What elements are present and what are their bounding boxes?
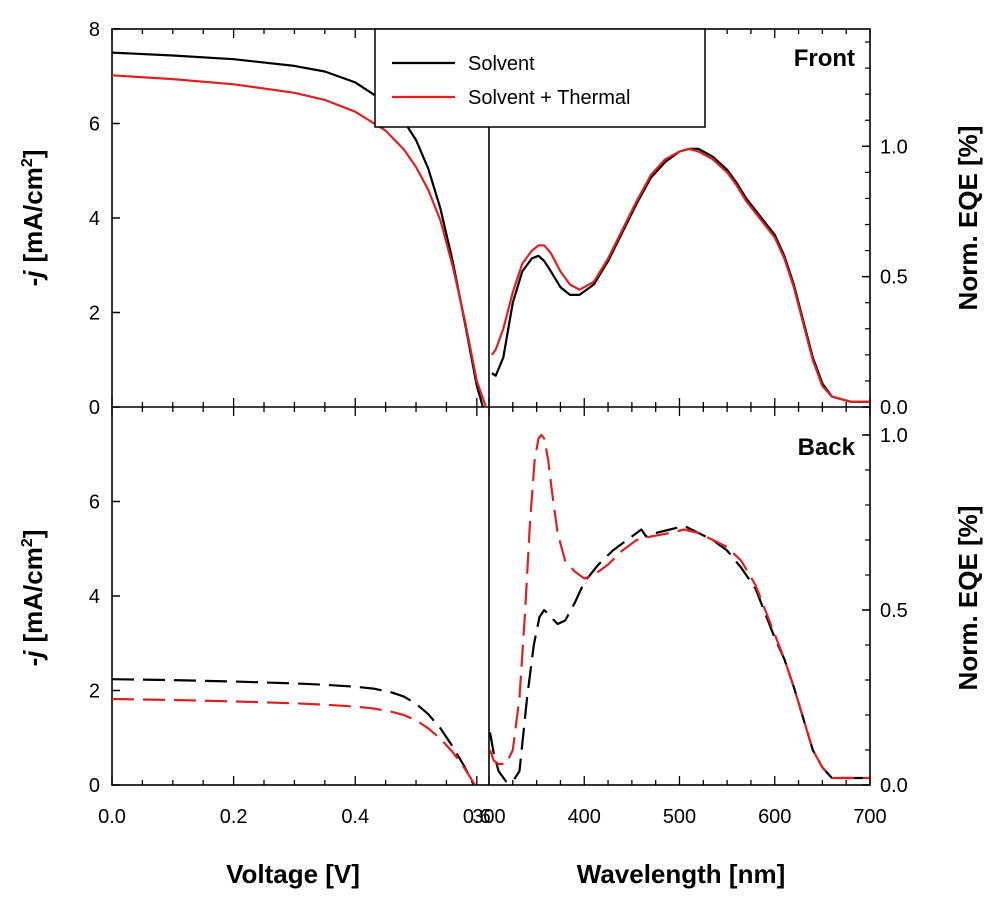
series-line-top-right-solvent-thermal — [491, 147, 870, 403]
panel-label-back: Back — [798, 434, 856, 461]
y-tick-label: 6 — [89, 114, 100, 136]
legend-label-solvent-thermal: Solvent + Thermal — [468, 87, 631, 109]
legend-label-solvent: Solvent — [468, 53, 535, 75]
y-tick-label: 0.5 — [880, 267, 908, 289]
x-axis-title-wavelength: Wavelength [nm] — [577, 859, 785, 889]
series-line-top-left-solvent-thermal — [111, 74, 488, 408]
series-layer — [111, 51, 870, 786]
y-tick-label: 8 — [89, 19, 100, 41]
y-tick-label: 6 — [89, 492, 100, 514]
x-tick-label: 0.4 — [341, 806, 369, 828]
x-tick-label: 600 — [758, 806, 791, 828]
y-tick-label: 2 — [89, 681, 100, 703]
y-axis-title-left-bottom: -j[mA/cm2] — [18, 530, 48, 667]
series-line-bottom-left-solvent — [111, 678, 475, 786]
y-axis-title-left-top: -j[mA/cm2] — [18, 150, 48, 287]
series-line-bottom-right-solvent-thermal — [488, 433, 870, 780]
y-axis-title-right-top: Norm. EQE [%] — [953, 126, 983, 311]
y-tick-label: 1.0 — [880, 136, 908, 158]
series-line-bottom-left-solvent-thermal — [111, 697, 476, 786]
y-tick-label: 2 — [89, 303, 100, 325]
series-line-bottom-right-solvent — [488, 524, 870, 783]
x-axis-title-voltage: Voltage [V] — [226, 859, 360, 889]
legend: Solvent Solvent + Thermal — [374, 28, 706, 128]
y-tick-label: 0 — [89, 397, 100, 419]
y-tick-label: 0.0 — [880, 397, 908, 419]
x-tick-label: 0.2 — [220, 806, 248, 828]
legend-box — [374, 28, 706, 128]
y-tick-label: 0.5 — [880, 600, 908, 622]
x-tick-label: 700 — [853, 806, 886, 828]
x-tick-label: 0.0 — [98, 806, 126, 828]
x-tick-label: 300 — [472, 806, 505, 828]
ticks-layer: 0 2 4 6 8 0.0 0.5 1.0 0 2 4 6 0.0 0.2 0.4 0.6 0.0 0.5 1.0 3… — [89, 19, 908, 828]
y-tick-label: 4 — [89, 208, 100, 230]
x-tick-label: 500 — [663, 806, 696, 828]
x-tick-label: 400 — [568, 806, 601, 828]
panel-label-front: Front — [794, 45, 855, 72]
y-axis-title-right-bottom: Norm. EQE [%] — [953, 506, 983, 691]
plot-frame — [111, 28, 871, 786]
x-tick-label: 0.6 — [463, 806, 491, 828]
y-tick-label: 0 — [89, 775, 100, 797]
y-tick-label: 4 — [89, 586, 100, 608]
y-tick-label: 1.0 — [880, 425, 908, 447]
y-tick-label: 0.0 — [880, 775, 908, 797]
